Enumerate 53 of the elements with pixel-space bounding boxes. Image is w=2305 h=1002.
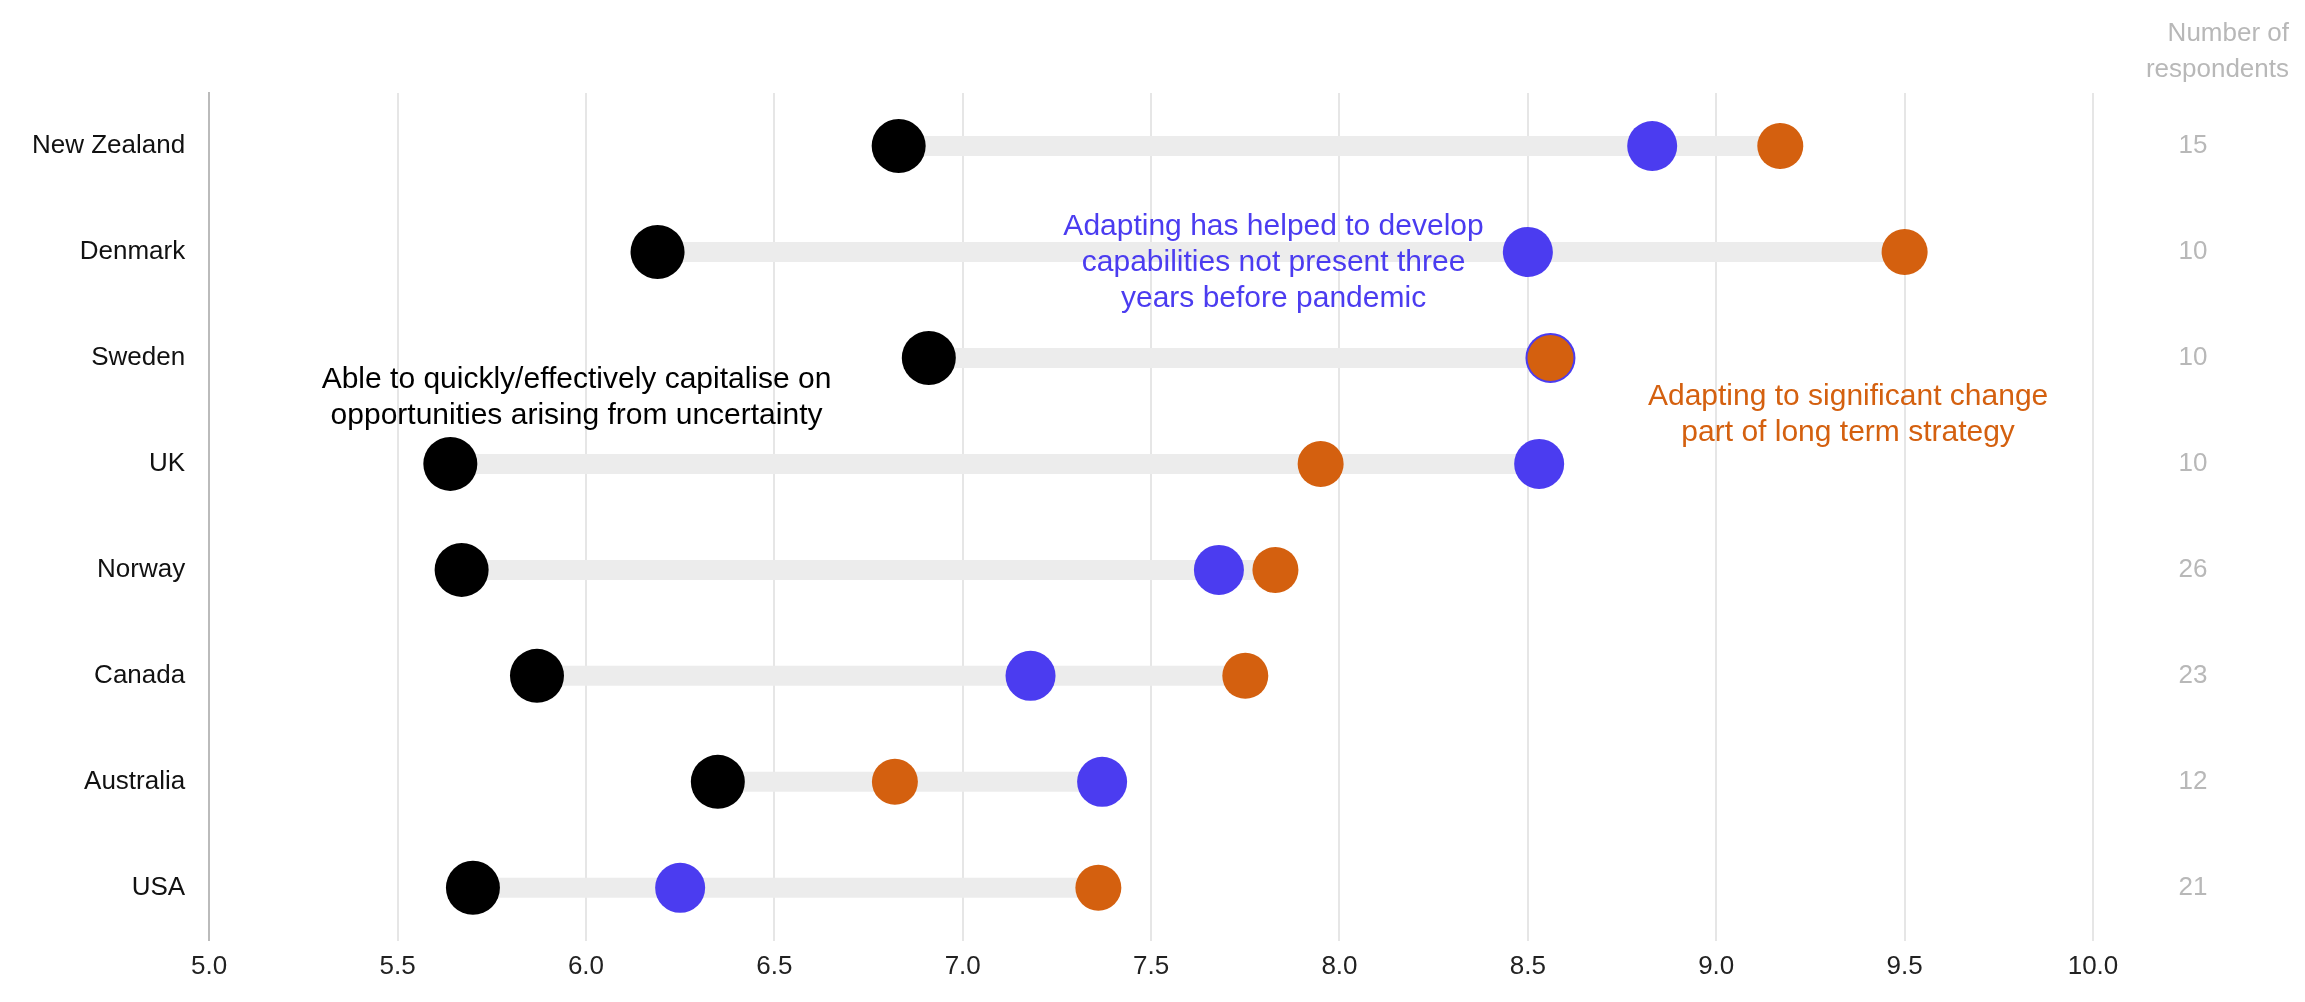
text: 21 bbox=[2178, 870, 2208, 901]
y-tick-label: Norway bbox=[97, 553, 186, 584]
point bbox=[423, 436, 478, 491]
y-tick-label: Sweden bbox=[91, 341, 186, 372]
point bbox=[1075, 864, 1122, 911]
point bbox=[630, 224, 685, 279]
x-tick-label: 6.0 bbox=[567, 949, 605, 980]
point bbox=[1502, 226, 1553, 277]
y-tick-label: Canada bbox=[94, 659, 186, 690]
point bbox=[1627, 120, 1678, 171]
text: 23 bbox=[2178, 659, 2208, 690]
y-tick-label: New Zealand bbox=[31, 129, 186, 160]
text: Able to quickly/effectively capitalise on opportunities arising from uncertainty bbox=[321, 361, 832, 431]
point bbox=[655, 862, 706, 913]
x-tick-label: 7.5 bbox=[1133, 949, 1170, 980]
point bbox=[1005, 650, 1056, 701]
x-tick-label: 7.0 bbox=[944, 949, 981, 980]
point bbox=[434, 542, 489, 597]
text: 15 bbox=[2178, 129, 2208, 160]
point bbox=[871, 758, 918, 805]
x-tick-label: 8.0 bbox=[1321, 949, 1358, 980]
point bbox=[445, 860, 500, 915]
point bbox=[1077, 756, 1128, 807]
point bbox=[1881, 228, 1928, 275]
x-tick-label: 9.5 bbox=[1886, 949, 1923, 980]
point bbox=[871, 118, 926, 173]
y-tick-label: Denmark bbox=[79, 235, 187, 266]
x-tick-label: 5.5 bbox=[379, 949, 416, 980]
point bbox=[1514, 438, 1565, 489]
text: 12 bbox=[2178, 765, 2208, 796]
text: 10 bbox=[2178, 341, 2208, 372]
point bbox=[1252, 546, 1299, 593]
point bbox=[1757, 122, 1804, 169]
y-tick-label: USA bbox=[131, 870, 186, 901]
x-tick-label: 10.0 bbox=[2067, 949, 2119, 980]
point bbox=[690, 754, 745, 809]
x-tick-label: 9.0 bbox=[1698, 949, 1735, 980]
point bbox=[1193, 544, 1244, 595]
point bbox=[901, 330, 956, 385]
y2-axis-title: Number of respondents bbox=[2145, 17, 2290, 84]
text: 10 bbox=[2178, 235, 2208, 266]
text: Adapting to significant change part of long term strategy bbox=[1647, 378, 2049, 448]
point bbox=[1222, 652, 1269, 699]
x-tick-label: 5.0 bbox=[191, 949, 228, 980]
x-tick-label: 8.5 bbox=[1509, 949, 1546, 980]
series-label: Adapting has helped to develop capabilities not present three years before pandemic bbox=[1063, 207, 1484, 313]
x-tick-label: 6.5 bbox=[756, 949, 793, 980]
text: 10 bbox=[2178, 447, 2208, 478]
text: 26 bbox=[2178, 553, 2208, 584]
y-tick-label: UK bbox=[149, 447, 186, 478]
point bbox=[509, 648, 564, 703]
point bbox=[1297, 440, 1344, 487]
y-tick-label: Australia bbox=[84, 765, 186, 796]
